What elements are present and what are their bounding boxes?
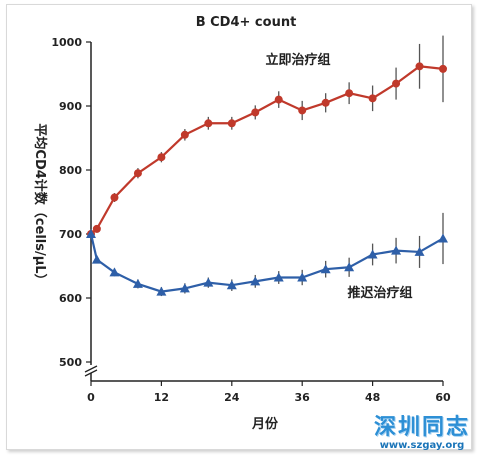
data-point xyxy=(344,262,355,272)
x-tick-label: 60 xyxy=(435,391,451,404)
data-point xyxy=(391,245,402,255)
data-point xyxy=(179,283,190,293)
data-point xyxy=(203,277,214,287)
data-point xyxy=(297,272,308,282)
watermark-url: www.szgay.org xyxy=(379,440,465,451)
y-tick-label: 700 xyxy=(59,228,82,241)
series-line xyxy=(89,233,444,293)
y-tick-label: 800 xyxy=(59,164,82,177)
y-axis-label-group: 平均CD4计数（cells/μL） xyxy=(32,123,48,286)
data-point xyxy=(226,280,237,290)
x-tick-label: 24 xyxy=(224,391,240,404)
y-tick-label: 1000 xyxy=(51,36,82,49)
axis-break-mark xyxy=(84,365,98,377)
series-1 xyxy=(86,212,448,297)
data-point xyxy=(132,278,143,288)
y-tick-label: 600 xyxy=(59,292,82,305)
data-point xyxy=(367,249,378,259)
data-point xyxy=(392,79,401,88)
watermark: 深圳同志 www.szgay.org xyxy=(372,416,472,452)
figure-frame xyxy=(6,4,472,450)
data-point xyxy=(273,272,284,282)
data-point xyxy=(204,119,213,128)
chart-title: B CD4+ count xyxy=(196,15,297,30)
data-point xyxy=(345,89,354,98)
data-point xyxy=(109,267,120,277)
data-point xyxy=(298,106,307,115)
data-point xyxy=(157,153,166,162)
series-label-immediate: 立即治疗组 xyxy=(265,52,330,68)
data-point xyxy=(368,94,377,103)
x-tick-label: 12 xyxy=(154,391,169,404)
data-point xyxy=(133,169,142,178)
y-tick-label: 900 xyxy=(59,100,82,113)
data-point xyxy=(415,62,424,71)
x-tick-label: 48 xyxy=(365,391,380,404)
data-point xyxy=(438,233,448,243)
data-point xyxy=(180,130,189,139)
data-point xyxy=(274,95,283,104)
data-point xyxy=(251,108,260,117)
series-layer xyxy=(86,35,448,297)
y-axis-label: 平均CD4计数（cells/μL） xyxy=(32,123,48,286)
data-point xyxy=(250,276,261,286)
y-tick-label: 500 xyxy=(59,356,82,369)
watermark-text: 深圳同志 xyxy=(373,415,470,440)
series-line xyxy=(90,65,444,235)
x-axis-label: 月份 xyxy=(251,416,279,432)
axis-ticks: 0 12 24 36 48 60 500 600 700 800 900 1000 xyxy=(51,36,451,404)
data-point xyxy=(320,264,331,274)
data-point xyxy=(92,224,101,233)
data-point xyxy=(439,64,447,73)
data-point xyxy=(414,246,425,256)
data-point xyxy=(86,229,96,238)
data-point xyxy=(91,254,102,264)
x-tick-label: 36 xyxy=(295,391,311,404)
x-tick-label: 0 xyxy=(87,391,95,404)
series-label-deferred: 推迟治疗组 xyxy=(347,285,412,301)
data-point xyxy=(321,98,330,107)
data-point xyxy=(156,286,167,296)
data-point xyxy=(110,193,119,202)
data-point xyxy=(227,119,236,128)
